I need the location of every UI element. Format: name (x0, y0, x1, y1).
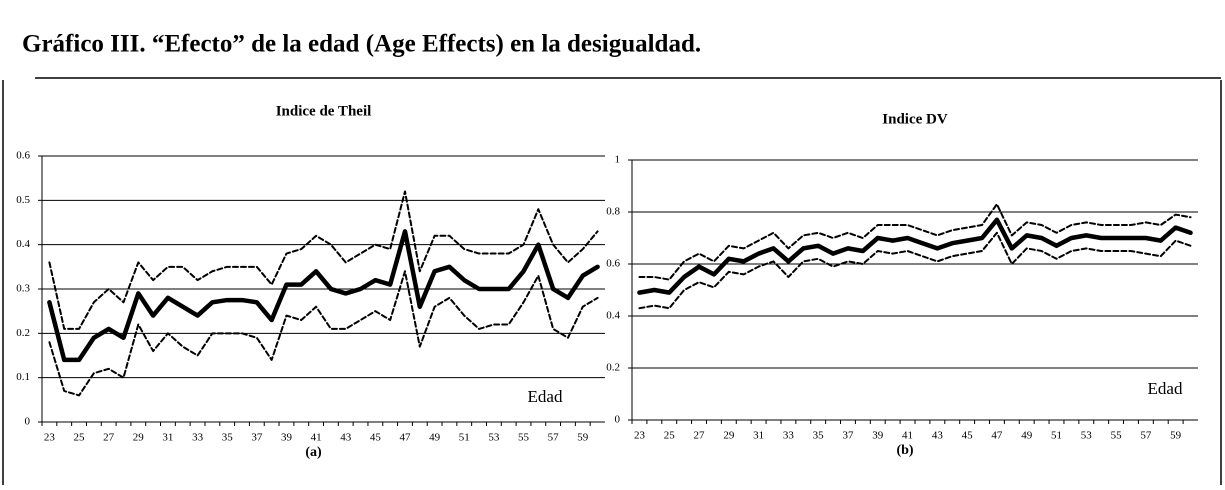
caption: (a) (305, 445, 322, 460)
x-tick-label: 47 (991, 430, 1003, 442)
x-tick-label: 51 (1051, 430, 1062, 442)
y-tick-label: 0.6 (16, 150, 30, 162)
band-line (48, 190, 599, 330)
x-tick-label: 57 (548, 432, 560, 444)
x-tick-label: 55 (1111, 430, 1123, 442)
x-tick-label: 35 (222, 432, 234, 444)
x-tick-label: 23 (634, 430, 646, 442)
band-line (638, 231, 1192, 310)
x-tick-label: 37 (251, 432, 263, 444)
caption: (b) (896, 443, 913, 458)
y-tick-label: 0.5 (16, 194, 30, 206)
annotation: Edad (528, 387, 563, 406)
x-tick-label: 53 (488, 432, 500, 444)
chart-title: Indice DV (882, 111, 948, 127)
x-tick-label: 29 (723, 430, 735, 442)
x-tick-label: 27 (694, 430, 706, 442)
x-tick-label: 33 (192, 432, 204, 444)
x-tick-label: 49 (429, 432, 441, 444)
x-tick-label: 37 (842, 430, 854, 442)
x-tick-label: 55 (518, 432, 530, 444)
y-tick-label: 0.2 (16, 327, 30, 339)
main-line (47, 229, 600, 363)
x-tick-label: 53 (1081, 430, 1093, 442)
x-tick-label: 59 (1170, 430, 1182, 442)
band-line (48, 270, 599, 397)
x-tick-label: 43 (932, 430, 944, 442)
y-tick-label: 0.8 (606, 206, 620, 218)
y-tick-label: 0.4 (16, 238, 30, 250)
y-tick-label: 0 (615, 414, 621, 426)
x-tick-label: 33 (783, 430, 795, 442)
x-tick-label: 41 (902, 430, 913, 442)
x-tick-label: 31 (753, 430, 764, 442)
x-tick-label: 31 (162, 432, 173, 444)
x-tick-label: 39 (872, 430, 884, 442)
x-tick-label: 59 (577, 432, 589, 444)
y-tick-label: 0.1 (16, 371, 30, 383)
y-tick-label: 0.4 (606, 310, 620, 322)
y-tick-label: 0.6 (606, 258, 620, 270)
y-tick-label: 1 (615, 154, 621, 166)
annotation: Edad (1148, 379, 1183, 398)
main-line (637, 217, 1193, 295)
x-tick-label: 23 (44, 432, 56, 444)
x-tick-label: 49 (1021, 430, 1033, 442)
x-tick-label: 47 (399, 432, 411, 444)
x-tick-label: 25 (74, 432, 86, 444)
band-line (638, 203, 1192, 281)
x-tick-label: 25 (664, 430, 676, 442)
y-tick-label: 0 (25, 416, 31, 428)
x-tick-label: 39 (281, 432, 293, 444)
x-tick-label: 29 (133, 432, 145, 444)
x-tick-label: 35 (813, 430, 825, 442)
x-tick-label: 41 (311, 432, 322, 444)
x-tick-label: 27 (103, 432, 115, 444)
x-tick-label: 51 (459, 432, 470, 444)
chart-title: Indice de Theil (276, 103, 372, 119)
y-tick-label: 0.2 (606, 362, 620, 374)
y-tick-label: 0.3 (16, 283, 30, 295)
x-tick-label: 45 (962, 430, 974, 442)
figure-title: Gráfico III. “Efecto” de la edad (Age Ef… (22, 31, 701, 58)
x-tick-label: 45 (370, 432, 382, 444)
x-tick-label: 43 (340, 432, 352, 444)
x-tick-label: 57 (1140, 430, 1152, 442)
